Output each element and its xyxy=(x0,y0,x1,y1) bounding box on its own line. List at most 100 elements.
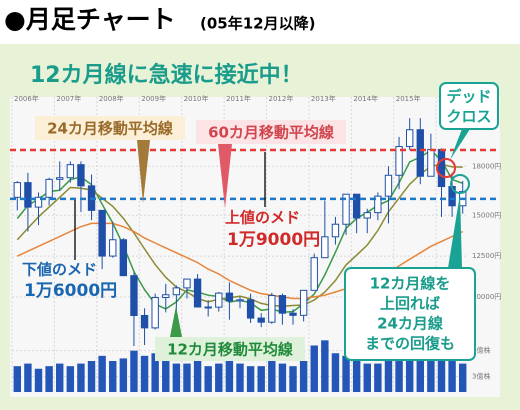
dead-cross-label: デッド xyxy=(446,88,491,106)
x-tick-label: 2013年 xyxy=(311,94,336,103)
dead-cross-label: クロス xyxy=(446,108,491,126)
x-tick-label: 2012年 xyxy=(269,94,294,103)
volume-bar xyxy=(34,368,43,392)
volume-bar xyxy=(257,366,265,392)
volume-bar xyxy=(98,355,106,392)
volume-bar xyxy=(458,363,467,392)
candle-body xyxy=(98,209,106,257)
candle-body xyxy=(257,317,265,323)
candle-body xyxy=(246,299,255,319)
volume-bar xyxy=(374,363,382,392)
x-tick-label: 2010年 xyxy=(184,94,209,103)
callout-text: 12カ月線を xyxy=(370,275,451,293)
volume-bar xyxy=(66,366,75,392)
candle-body xyxy=(119,239,128,277)
callout-text: 上回れば xyxy=(380,295,440,313)
volume-bar xyxy=(130,350,138,392)
volume-bar xyxy=(140,355,149,392)
volume-bar xyxy=(225,355,234,392)
candle-body xyxy=(130,275,138,316)
pointer xyxy=(137,140,150,203)
x-tick-label: 2008年 xyxy=(99,94,124,103)
candle-body xyxy=(172,287,181,296)
volume-bar xyxy=(24,363,32,392)
candle-body xyxy=(395,146,403,176)
candle-body xyxy=(204,306,212,309)
candle-body xyxy=(45,178,53,198)
label-box xyxy=(439,82,499,130)
upper-target: 上値のメド xyxy=(225,209,300,227)
lower-target: 下値のメド xyxy=(22,261,97,279)
volume-bar xyxy=(299,361,308,392)
volume-bar xyxy=(416,355,424,392)
volume-bar xyxy=(405,361,414,392)
candle-body xyxy=(77,164,85,187)
volume-bar xyxy=(321,340,329,392)
y-tick-label: 3億株 xyxy=(472,372,490,381)
ma-label: 60カ月移動平均線 xyxy=(208,124,334,142)
candle-body xyxy=(109,239,117,257)
volume-bar xyxy=(310,345,318,392)
label-box xyxy=(196,120,346,144)
volume-bar xyxy=(268,361,276,392)
candle-body xyxy=(363,212,371,219)
y-tick-label: 18000円 xyxy=(472,162,501,170)
page-title: ●月足チャート xyxy=(4,5,176,34)
volume-bar xyxy=(215,363,223,392)
candle-body xyxy=(278,295,287,314)
candle-body xyxy=(151,297,159,329)
candle-body xyxy=(374,195,382,214)
volume-bar xyxy=(56,363,64,392)
volume-bar xyxy=(13,366,22,392)
volume-bar xyxy=(77,363,85,392)
ma-label: 12カ月移動平均線 xyxy=(167,341,293,359)
upper-target: 1万9000円 xyxy=(227,230,320,250)
candle-body xyxy=(352,193,361,219)
x-tick-label: 2015年 xyxy=(396,94,421,103)
candle-body xyxy=(236,299,244,302)
y-tick-label: 8億株 xyxy=(472,346,490,355)
volume-bar xyxy=(278,363,287,392)
callout-text: までの回復も xyxy=(365,335,455,353)
volume-bar xyxy=(448,358,456,392)
volume-bar xyxy=(172,363,181,392)
x-tick-label: 2011年 xyxy=(226,94,251,103)
volume-bar xyxy=(352,361,361,392)
candle-body xyxy=(331,223,340,238)
label-box xyxy=(35,116,185,140)
volume-bar xyxy=(289,366,297,392)
ma-label: 24カ月移動平均線 xyxy=(47,120,173,138)
candle-body xyxy=(215,292,223,308)
candle-body xyxy=(13,182,21,198)
volume-bar xyxy=(119,358,128,392)
y-tick-label: 10000円 xyxy=(472,293,501,301)
volume-bar xyxy=(87,361,96,392)
x-tick-label: 2009年 xyxy=(141,94,166,103)
candle-body xyxy=(56,177,64,180)
candle-body xyxy=(24,182,32,208)
candle-body xyxy=(66,164,75,179)
candle-body xyxy=(34,196,43,208)
x-tick-label: 2007年 xyxy=(56,94,81,103)
volume-bar xyxy=(236,363,244,392)
candle-body xyxy=(427,148,435,177)
volume-bar xyxy=(395,358,403,392)
pointer xyxy=(170,306,182,337)
highlight-circle xyxy=(450,174,470,194)
pointer xyxy=(218,144,232,208)
volume-bar xyxy=(45,366,53,392)
volume-bar xyxy=(162,361,170,392)
highlight-circle xyxy=(436,158,456,178)
callout-text: 24カ月線 xyxy=(377,315,443,333)
page-note: (05年12月以降) xyxy=(200,15,315,33)
y-tick-label: 12500円 xyxy=(472,252,501,260)
volume-bar xyxy=(193,361,202,392)
candle-body xyxy=(437,148,446,188)
volume-bar xyxy=(183,363,191,392)
candle-body xyxy=(384,174,393,197)
candle-body xyxy=(162,294,170,299)
volume-bar xyxy=(427,361,435,392)
candle-body xyxy=(416,129,424,177)
candle-body xyxy=(140,314,149,329)
